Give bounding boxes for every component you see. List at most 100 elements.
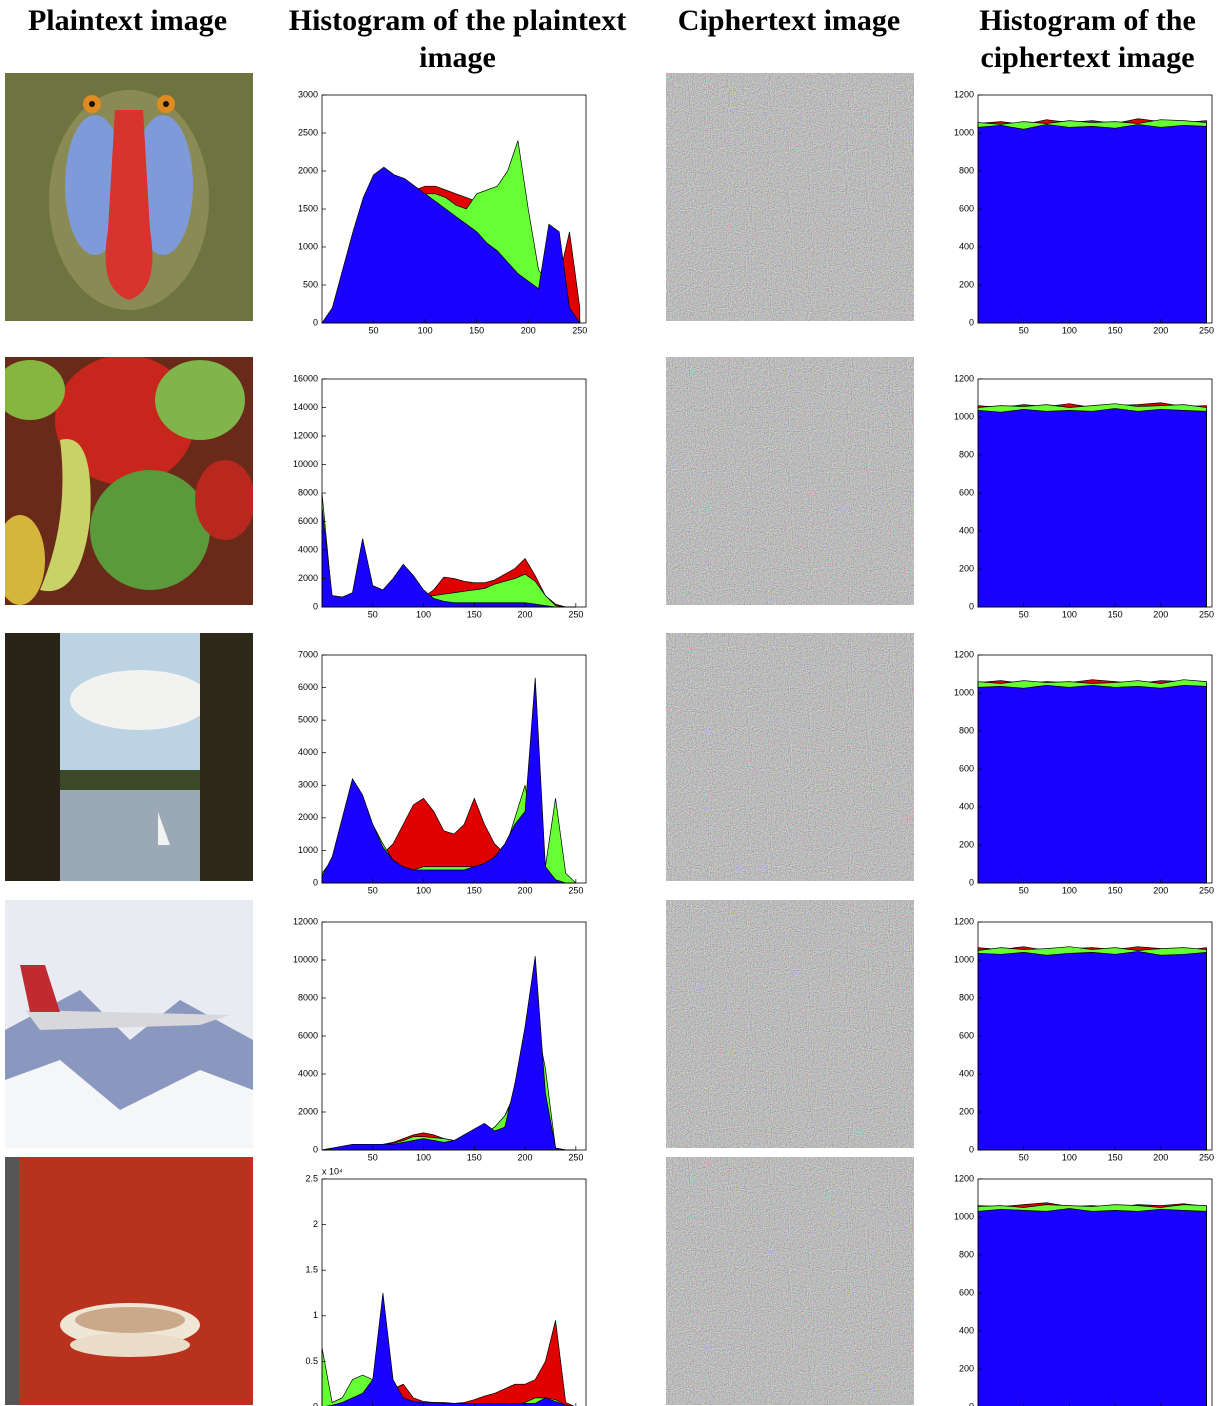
y-tick-label: 200 bbox=[959, 1363, 974, 1373]
x-tick-label: 50 bbox=[1019, 885, 1029, 895]
x-tick-label: 200 bbox=[518, 609, 533, 619]
x-tick-label: 150 bbox=[1108, 609, 1123, 619]
y-tick-label: 600 bbox=[959, 1287, 974, 1297]
y-tick-label: 4000 bbox=[298, 747, 318, 757]
x-tick-label: 100 bbox=[416, 1152, 431, 1162]
y-tick-label: 1500 bbox=[298, 203, 318, 213]
y-tick-label: 8000 bbox=[298, 992, 318, 1002]
y-tick-label: 600 bbox=[959, 487, 974, 497]
x-tick-label: 250 bbox=[1199, 325, 1214, 335]
x-tick-label: 50 bbox=[1019, 1152, 1029, 1162]
histogram-area bbox=[978, 124, 1207, 323]
y-tick-label: 4000 bbox=[298, 1068, 318, 1078]
y-tick-label: 2500 bbox=[298, 127, 318, 137]
y-tick-label: 1 bbox=[313, 1310, 318, 1320]
y-tick-label: 0.5 bbox=[305, 1356, 318, 1366]
histogram-area bbox=[978, 1208, 1207, 1406]
y-tick-label: 2000 bbox=[298, 1106, 318, 1116]
x-tick-label: 50 bbox=[368, 1152, 378, 1162]
y-tick-label: 1200 bbox=[954, 89, 974, 99]
y-tick-label: 6000 bbox=[298, 1030, 318, 1040]
y-tick-label: 2000 bbox=[298, 165, 318, 175]
histogram-area bbox=[978, 685, 1207, 883]
x-tick-label: 250 bbox=[568, 609, 583, 619]
y-tick-label: 600 bbox=[959, 763, 974, 773]
x-tick-label: 250 bbox=[1199, 1152, 1214, 1162]
ciphertext-image bbox=[666, 1157, 914, 1405]
y-tick-label: 4000 bbox=[298, 544, 318, 554]
y-tick-label: 8000 bbox=[298, 487, 318, 497]
y-tick-label: 400 bbox=[959, 241, 974, 251]
y-tick-label: 400 bbox=[959, 801, 974, 811]
y-tick-label: 800 bbox=[959, 1249, 974, 1259]
x-tick-label: 100 bbox=[1062, 1152, 1077, 1162]
x-tick-label: 150 bbox=[467, 885, 482, 895]
y-tick-label: 0 bbox=[969, 601, 974, 611]
x-tick-label: 200 bbox=[1153, 609, 1168, 619]
x-tick-label: 100 bbox=[1062, 885, 1077, 895]
y-tick-label: 0 bbox=[313, 877, 318, 887]
ciphertext-image bbox=[666, 900, 914, 1148]
x-tick-label: 200 bbox=[518, 1152, 533, 1162]
y-tick-label: 10000 bbox=[293, 954, 318, 964]
y-tick-label: 200 bbox=[959, 1106, 974, 1116]
x-tick-label: 100 bbox=[418, 325, 433, 335]
y-tick-label: 1000 bbox=[954, 1211, 974, 1221]
figure: 0500100015002000250030005010015020025002… bbox=[0, 0, 1225, 1406]
x-tick-label: 100 bbox=[416, 885, 431, 895]
y-tick-label: 1000 bbox=[954, 127, 974, 137]
x-tick-label: 150 bbox=[1108, 1152, 1123, 1162]
x-tick-label: 50 bbox=[368, 609, 378, 619]
x-tick-label: 100 bbox=[1062, 325, 1077, 335]
y-tick-label: 14000 bbox=[293, 402, 318, 412]
y-tick-label: 1200 bbox=[954, 916, 974, 926]
y-tick-label: 1000 bbox=[954, 687, 974, 697]
y-tick-label: 3000 bbox=[298, 89, 318, 99]
y-tick-label: 1200 bbox=[954, 649, 974, 659]
x-tick-label: 100 bbox=[416, 609, 431, 619]
y-tick-label: 10000 bbox=[293, 459, 318, 469]
y-tick-label: 1000 bbox=[298, 845, 318, 855]
histogram-area bbox=[978, 408, 1207, 607]
y-tick-label: 800 bbox=[959, 992, 974, 1002]
x-tick-label: 250 bbox=[568, 1152, 583, 1162]
y-tick-label: 800 bbox=[959, 165, 974, 175]
y-tick-label: 2 bbox=[313, 1219, 318, 1229]
y-tick-label: 12000 bbox=[293, 430, 318, 440]
y-tick-label: 800 bbox=[959, 449, 974, 459]
y-tick-label: 7000 bbox=[298, 649, 318, 659]
y-tick-label: 600 bbox=[959, 203, 974, 213]
y-tick-label: 500 bbox=[303, 279, 318, 289]
histogram-area bbox=[978, 951, 1207, 1150]
y-tick-label: 400 bbox=[959, 1325, 974, 1335]
y-tick-label: 12000 bbox=[293, 916, 318, 926]
y-tick-label: 1200 bbox=[954, 1173, 974, 1183]
y-tick-label: 16000 bbox=[293, 373, 318, 383]
ciphertext-image bbox=[666, 73, 914, 321]
x-tick-label: 250 bbox=[1199, 609, 1214, 619]
x-tick-label: 100 bbox=[1062, 609, 1077, 619]
x-tick-label: 150 bbox=[467, 1152, 482, 1162]
y-scale-label: x 10⁴ bbox=[322, 1166, 343, 1176]
y-tick-label: 200 bbox=[959, 279, 974, 289]
y-tick-label: 0 bbox=[313, 601, 318, 611]
plaintext-image bbox=[5, 900, 253, 1148]
x-tick-label: 200 bbox=[518, 885, 533, 895]
x-tick-label: 200 bbox=[1153, 1152, 1168, 1162]
y-tick-label: 5000 bbox=[298, 715, 318, 725]
plaintext-image bbox=[5, 633, 253, 881]
x-tick-label: 200 bbox=[521, 325, 536, 335]
y-tick-label: 1000 bbox=[954, 411, 974, 421]
plaintext-image bbox=[0, 355, 255, 605]
y-tick-label: 200 bbox=[959, 839, 974, 849]
y-tick-label: 6000 bbox=[298, 516, 318, 526]
y-tick-label: 1200 bbox=[954, 373, 974, 383]
y-tick-label: 800 bbox=[959, 725, 974, 735]
plaintext-image bbox=[5, 73, 253, 321]
y-tick-label: 1000 bbox=[298, 241, 318, 251]
x-tick-label: 200 bbox=[1153, 325, 1168, 335]
x-tick-label: 150 bbox=[467, 609, 482, 619]
plaintext-image bbox=[5, 1157, 253, 1405]
y-tick-label: 2000 bbox=[298, 812, 318, 822]
y-tick-label: 200 bbox=[959, 563, 974, 573]
